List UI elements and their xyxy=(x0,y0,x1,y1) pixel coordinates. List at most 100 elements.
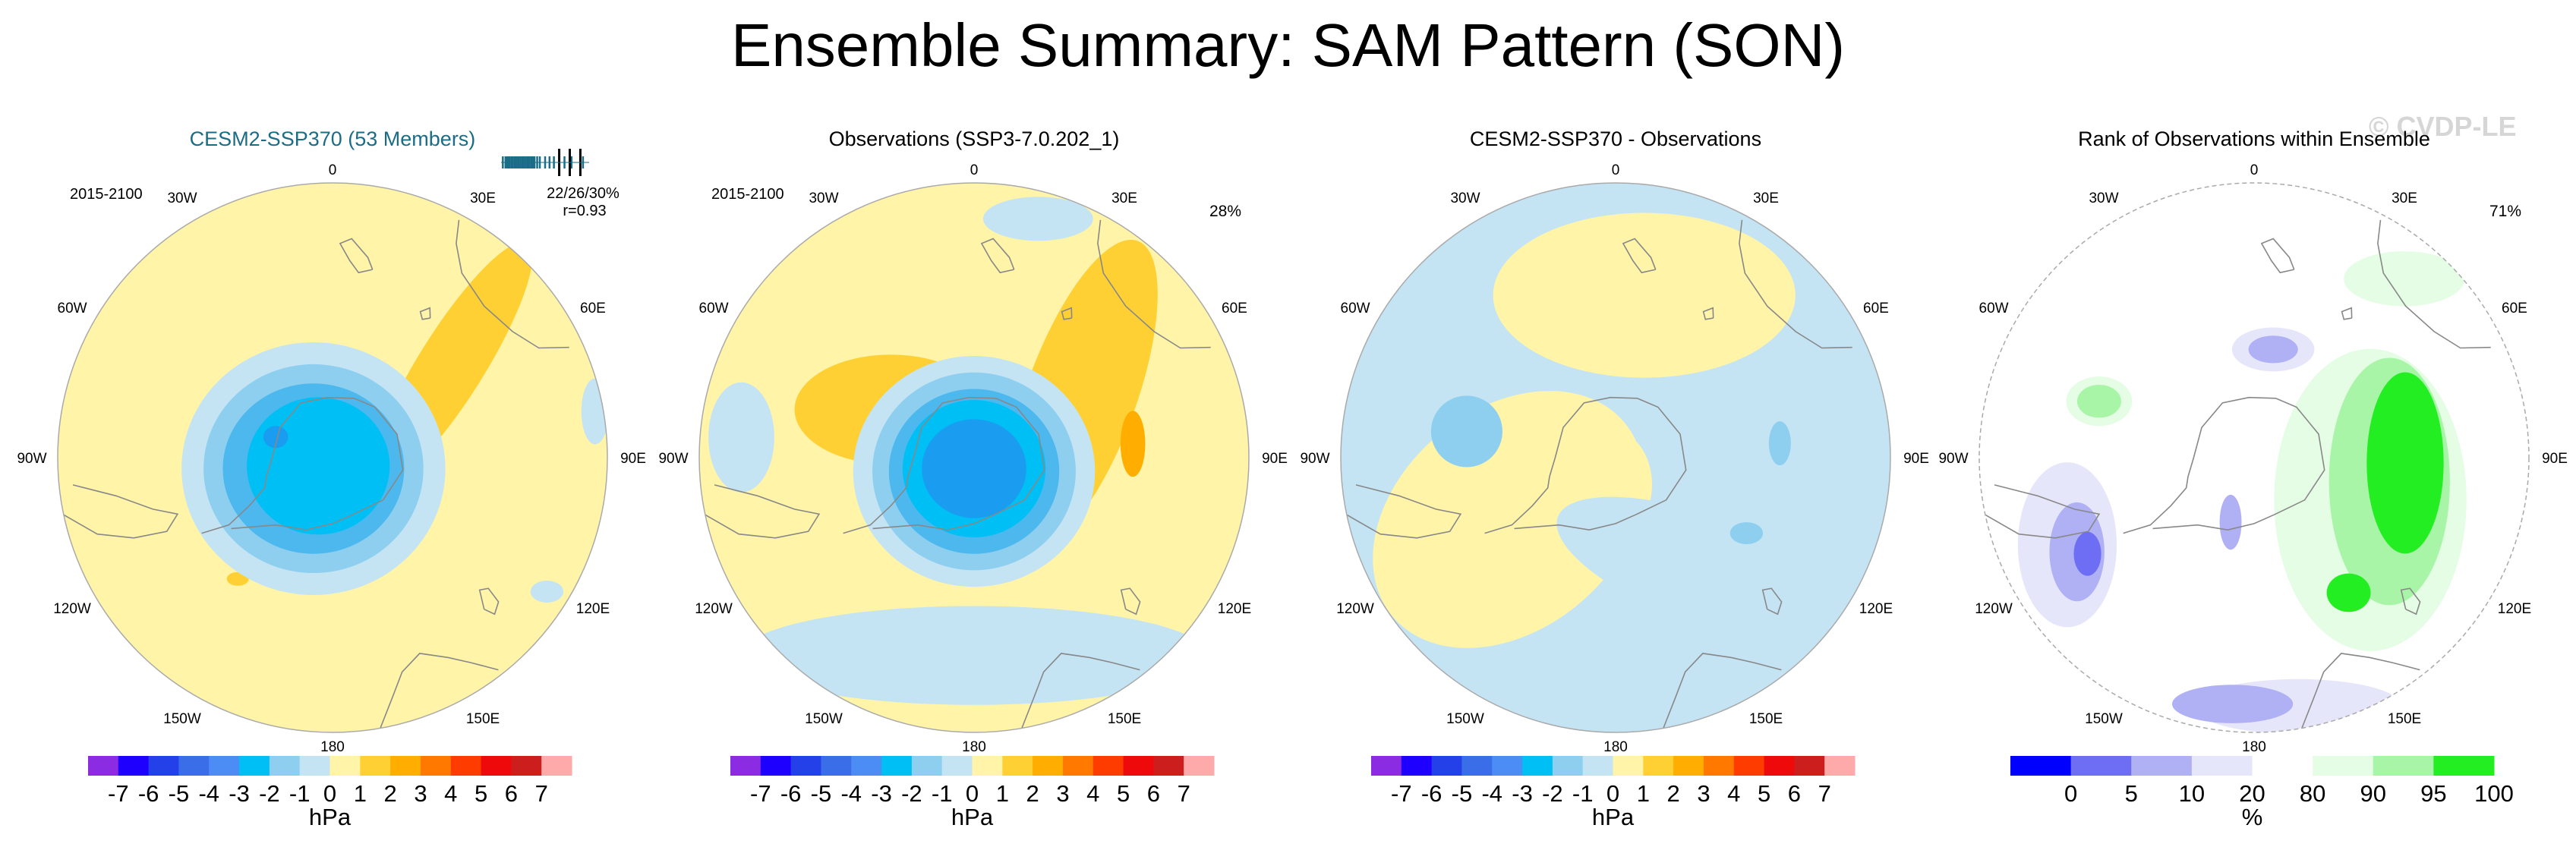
lon-label: 150W xyxy=(163,711,201,727)
colorbar-tick-label: 95 xyxy=(2420,780,2446,807)
colorbar-swatch xyxy=(88,756,119,776)
contour-region-1 xyxy=(2171,685,2294,723)
contour-region-7 xyxy=(247,397,390,535)
colorbar-tick-label: -2 xyxy=(1542,780,1563,807)
lon-label: 120E xyxy=(1859,601,1893,617)
lon-label: 150W xyxy=(1446,711,1484,727)
lon-label: 90W xyxy=(1938,451,1968,467)
colorbar-swatch xyxy=(730,756,761,776)
colorbar-swatch xyxy=(1582,756,1613,776)
colorbar-swatch xyxy=(2131,756,2193,776)
colorbar-swatch xyxy=(2313,756,2374,776)
coastline-4 xyxy=(1702,307,1714,320)
colorbar-tick-label: 3 xyxy=(1056,780,1069,807)
figure-title: Ensemble Summary: SAM Pattern (SON) xyxy=(730,11,1846,79)
lon-label: 30E xyxy=(470,190,496,206)
lon-label: 150W xyxy=(805,711,843,727)
contour-region-7 xyxy=(2366,372,2444,554)
colorbar-swatch xyxy=(1492,756,1523,776)
map-body-diff xyxy=(1341,183,1890,732)
colorbar-swatch xyxy=(450,756,482,776)
lon-label: 0 xyxy=(1612,162,1620,178)
colorbar-swatch xyxy=(1824,756,1856,776)
colorbar-tick-label: 7 xyxy=(1818,780,1831,807)
colorbar-tick-label: 7 xyxy=(535,780,548,807)
period-label: 2015-2100 xyxy=(70,186,143,203)
colorbar-swatch xyxy=(1401,756,1433,776)
colorbar-tick-label: 5 xyxy=(1117,780,1130,807)
lon-label: 60W xyxy=(1979,301,2009,316)
colorbar-swatch xyxy=(1123,756,1154,776)
colorbar-swatch xyxy=(2373,756,2434,776)
colorbar-swatch xyxy=(1703,756,1735,776)
contour-region-5 xyxy=(1729,522,1764,545)
lon-label: 90E xyxy=(1262,451,1288,467)
lon-label: 180 xyxy=(320,739,345,755)
colorbar-swatch xyxy=(790,756,821,776)
colorbar-swatch xyxy=(390,756,421,776)
coastline-1 xyxy=(201,396,404,534)
colorbar-swatch xyxy=(760,756,792,776)
lon-label: 150W xyxy=(2085,711,2123,727)
colorbar-swatch xyxy=(1794,756,1825,776)
map-panel-rank: Rank of Observations within Ensemble 0 30E… xyxy=(1938,128,2567,755)
colorbar-tick-label: -3 xyxy=(229,780,250,807)
colorbar-units: hPa xyxy=(309,804,352,830)
contour-region-10 xyxy=(922,419,1026,518)
colorbar-tick-label: -6 xyxy=(780,780,802,807)
coastline-0 xyxy=(1346,484,1462,539)
lon-label: 90W xyxy=(658,451,688,467)
colorbar-swatch xyxy=(881,756,913,776)
map-boundary xyxy=(57,182,608,733)
colorbar-swatch xyxy=(1062,756,1094,776)
colorbar-tick-label: 1 xyxy=(1637,780,1650,807)
colorbar-tick-label: 0 xyxy=(2064,780,2077,807)
lon-label: 30W xyxy=(167,190,197,206)
lon-label: 60E xyxy=(1222,301,1247,316)
colorbar-hpa-0: -7 -6 -5 -4 -3 -2 -1 0 1 2 3 4 5 6 7 hPa xyxy=(88,756,572,830)
lon-label: 120E xyxy=(2498,601,2531,617)
panel-title-diff: CESM2-SSP370 - Observations xyxy=(1470,128,1761,150)
map-boundary xyxy=(698,182,1250,733)
contour-region-2 xyxy=(982,197,1093,241)
colorbar-swatch xyxy=(541,756,572,776)
colorbar-tick-label: -1 xyxy=(932,780,953,807)
coastline-2 xyxy=(2301,653,2420,729)
colorbar-tick-label: 100 xyxy=(2474,780,2514,807)
colorbar-tick-label: 5 xyxy=(2125,780,2138,807)
colorbar-tick-label: 0 xyxy=(323,780,336,807)
coastline-4 xyxy=(2341,307,2353,320)
colorbar-tick-label: -7 xyxy=(108,780,129,807)
colorbar-swatch xyxy=(1371,756,1402,776)
contour-region-6 xyxy=(1768,421,1791,466)
colorbar-swatch xyxy=(1461,756,1493,776)
colorbar-swatch xyxy=(941,756,973,776)
colorbar-tick-label: -5 xyxy=(811,780,832,807)
map-panel-obs: Observations (SSP3-7.0.202_1) 0 30E 60E 90E 1… xyxy=(658,128,1287,755)
colorbar-swatch xyxy=(1153,756,1184,776)
stat-line-2: r=0.93 xyxy=(563,203,606,219)
colorbar-swatch xyxy=(1764,756,1795,776)
lon-label: 90W xyxy=(17,451,46,467)
contour-region-10 xyxy=(2076,384,2121,418)
lon-label: 60E xyxy=(1863,301,1889,316)
colorbar-swatch xyxy=(1431,756,1462,776)
lon-label: 60W xyxy=(58,301,87,316)
colorbar-swatch xyxy=(269,756,301,776)
ensemble-histogram xyxy=(501,149,589,176)
coastline-1 xyxy=(2123,396,2325,534)
contour-region-8 xyxy=(2326,573,2371,612)
colorbar-swatch xyxy=(2433,756,2495,776)
coastline-5 xyxy=(2260,238,2295,274)
colorbar-tick-label: 0 xyxy=(966,780,979,807)
percent-label: 71% xyxy=(2489,203,2521,220)
coastline-3 xyxy=(456,219,569,349)
coastline-6 xyxy=(1120,587,1141,616)
lon-label: 150E xyxy=(1108,711,1141,727)
colorbar-tick-label: 5 xyxy=(475,780,487,807)
coastline-4 xyxy=(419,307,431,320)
colorbar-tick-label: 1 xyxy=(996,780,1009,807)
colorbar-swatch xyxy=(851,756,882,776)
colorbar-swatch xyxy=(1613,756,1644,776)
